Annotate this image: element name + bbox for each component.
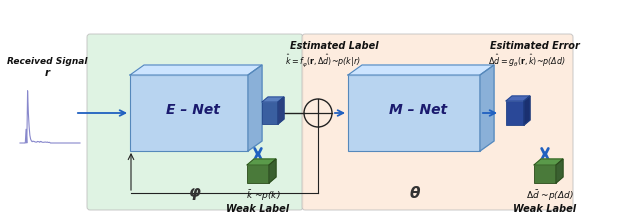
Text: $\Delta\bar{d}$ ~p(Δd): $\Delta\bar{d}$ ~p(Δd): [526, 189, 574, 204]
Polygon shape: [262, 97, 284, 102]
Polygon shape: [556, 159, 563, 183]
Text: r: r: [44, 68, 49, 78]
Text: M – Net: M – Net: [389, 103, 447, 117]
Polygon shape: [248, 65, 262, 151]
Text: θ: θ: [410, 185, 420, 200]
Bar: [534, 165, 556, 183]
FancyBboxPatch shape: [87, 34, 303, 210]
Polygon shape: [506, 96, 530, 101]
Polygon shape: [348, 65, 494, 75]
Polygon shape: [534, 159, 563, 165]
Text: $\Delta\hat{d} = g_{\theta}(\mathbf{r}, \hat{k})$~p(Δd): $\Delta\hat{d} = g_{\theta}(\mathbf{r}, …: [488, 53, 566, 69]
Bar: [506, 101, 524, 125]
Polygon shape: [269, 159, 276, 183]
Text: φ: φ: [189, 185, 201, 200]
Text: Esitimated Error: Esitimated Error: [490, 41, 580, 51]
Polygon shape: [130, 65, 262, 75]
Text: Weak Label: Weak Label: [513, 204, 577, 214]
Text: Estimated Label: Estimated Label: [290, 41, 379, 51]
Polygon shape: [247, 159, 276, 165]
Text: Received Signal: Received Signal: [7, 57, 87, 65]
Bar: [262, 102, 278, 124]
Polygon shape: [278, 97, 284, 124]
Text: E – Net: E – Net: [166, 103, 220, 117]
Bar: [348, 75, 480, 151]
Text: $\bar{k}$ ~p(k): $\bar{k}$ ~p(k): [246, 189, 280, 204]
Text: Weak Label: Weak Label: [227, 204, 289, 214]
Text: $\hat{k} = f_{\varphi}(\mathbf{r}, \Delta\hat{d})$~p(k|r): $\hat{k} = f_{\varphi}(\mathbf{r}, \Delt…: [285, 53, 361, 69]
Polygon shape: [480, 65, 494, 151]
Bar: [130, 75, 248, 151]
FancyBboxPatch shape: [302, 34, 573, 210]
Polygon shape: [524, 96, 530, 125]
Bar: [247, 165, 269, 183]
